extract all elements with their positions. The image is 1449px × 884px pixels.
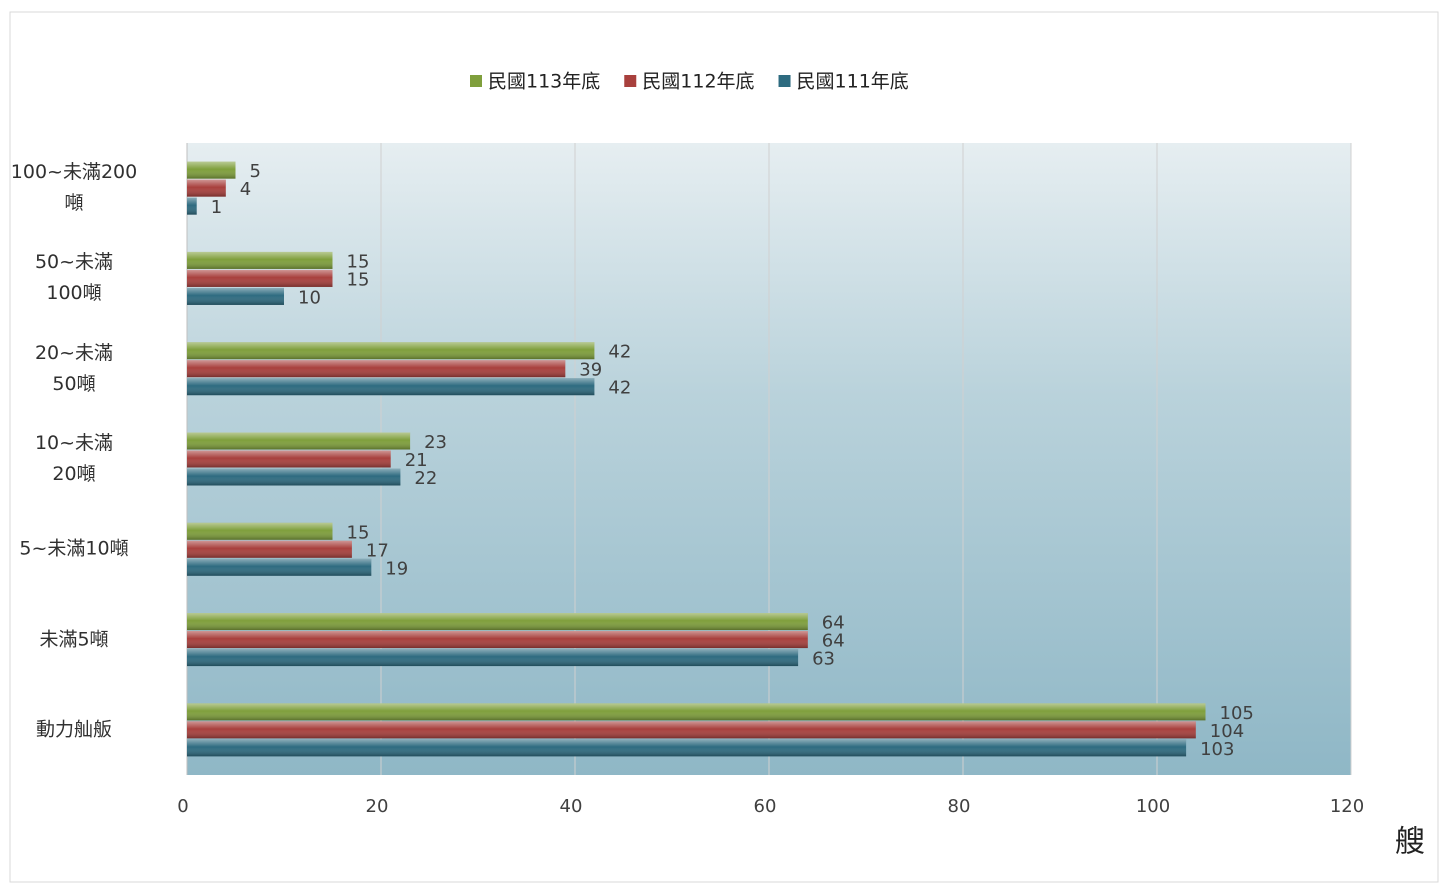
x-tick-label: 120 bbox=[1330, 796, 1364, 817]
value-label: 42 bbox=[608, 342, 631, 363]
bar-shine bbox=[187, 197, 197, 215]
bar-shine bbox=[187, 179, 226, 197]
value-label: 21 bbox=[405, 450, 428, 471]
value-label: 103 bbox=[1200, 739, 1234, 760]
bar-shine bbox=[187, 432, 411, 450]
x-tick-label: 60 bbox=[754, 796, 777, 817]
value-label: 15 bbox=[347, 269, 370, 290]
x-tick-label: 0 bbox=[177, 796, 188, 817]
y-tick-label: 動力舢舨 bbox=[35, 718, 112, 741]
bar-shine bbox=[187, 703, 1206, 721]
bar-shine bbox=[187, 522, 333, 540]
legend-swatch bbox=[470, 75, 482, 87]
x-tick-label: 20 bbox=[366, 796, 389, 817]
bar-shine bbox=[187, 251, 333, 269]
bar-shine bbox=[187, 450, 391, 468]
bar-shine bbox=[187, 631, 808, 649]
y-tick-label: 100~未滿200 噸 bbox=[10, 161, 138, 215]
bar-shine bbox=[187, 739, 1187, 757]
frame bbox=[9, 11, 1439, 883]
x-tick-label: 100 bbox=[1136, 796, 1170, 817]
y-tick-label: 5~未滿10噸 bbox=[19, 537, 129, 560]
value-label: 5 bbox=[250, 161, 261, 182]
value-label: 15 bbox=[347, 251, 370, 272]
x-tick-label: 40 bbox=[560, 796, 583, 817]
y-tick-label: 10~未滿 20噸 bbox=[34, 432, 114, 485]
value-label: 64 bbox=[822, 613, 845, 634]
value-label: 63 bbox=[812, 649, 835, 670]
legend-label: 民國113年底 bbox=[488, 71, 600, 93]
bar-shine bbox=[187, 161, 236, 179]
bar-shine bbox=[187, 360, 566, 378]
value-label: 19 bbox=[385, 558, 408, 579]
bar-shine bbox=[187, 287, 284, 305]
y-tick-label: 未滿5噸 bbox=[39, 628, 109, 651]
bar-shine bbox=[187, 540, 352, 558]
value-label: 42 bbox=[608, 378, 631, 399]
y-tick-label: 50~未滿 100噸 bbox=[34, 251, 114, 305]
bar-shine bbox=[187, 378, 595, 396]
bar-shine bbox=[187, 613, 808, 631]
bar-shine bbox=[187, 269, 333, 287]
value-label: 22 bbox=[414, 468, 437, 489]
value-label: 64 bbox=[822, 631, 845, 652]
value-label: 4 bbox=[240, 179, 251, 200]
value-label: 15 bbox=[347, 522, 370, 543]
value-label: 17 bbox=[366, 540, 389, 561]
value-label: 104 bbox=[1210, 721, 1244, 742]
value-label: 105 bbox=[1220, 703, 1254, 724]
legend-label: 民國112年底 bbox=[642, 71, 754, 93]
bar-shine bbox=[187, 468, 401, 486]
legend-swatch bbox=[778, 75, 791, 87]
bar-shine bbox=[187, 558, 372, 576]
value-label: 10 bbox=[298, 287, 321, 308]
bar-shine bbox=[187, 649, 799, 667]
bar-shine bbox=[187, 342, 595, 360]
legend-swatch bbox=[624, 75, 637, 87]
value-label: 23 bbox=[424, 432, 447, 453]
x-axis-label: 艘 bbox=[1395, 825, 1425, 860]
x-tick-label: 80 bbox=[948, 796, 971, 817]
legend-label: 民國111年底 bbox=[797, 71, 909, 93]
bar-shine bbox=[187, 721, 1196, 739]
value-label: 39 bbox=[579, 360, 602, 381]
value-label: 1 bbox=[211, 197, 222, 218]
y-tick-label: 20~未滿 50噸 bbox=[34, 341, 114, 395]
